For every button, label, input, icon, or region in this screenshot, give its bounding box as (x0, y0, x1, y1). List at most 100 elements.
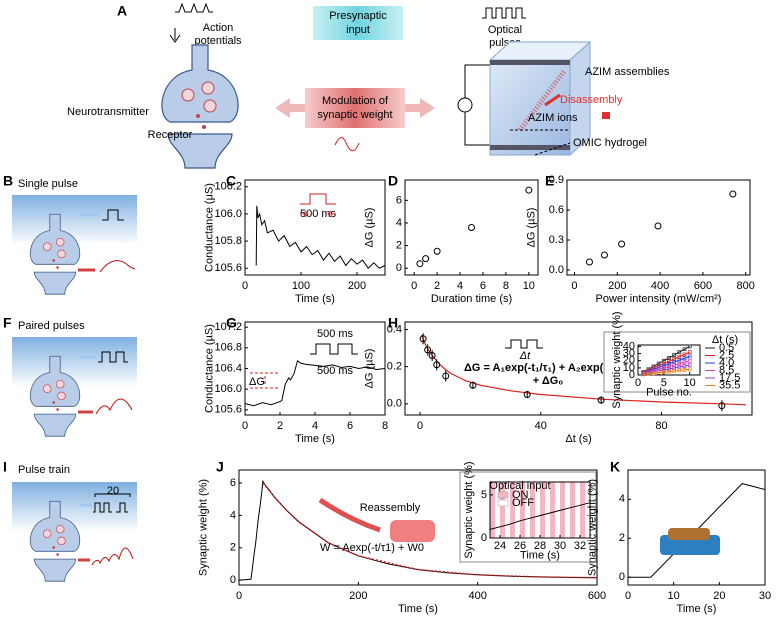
x-tick-label: 600 (694, 280, 712, 292)
y-tick-label: 0 (619, 571, 625, 583)
optical-pulse (540, 482, 545, 538)
signal-curve (334, 137, 360, 152)
data-point (667, 367, 671, 371)
modulation-box (305, 88, 405, 128)
y-tick-label: 0.6 (549, 204, 564, 216)
panel-label: E (545, 173, 554, 189)
y-tick-label: 0.2 (387, 361, 402, 373)
optical-pulse (530, 482, 535, 538)
data-point (667, 369, 671, 374)
data-point (687, 350, 692, 354)
arrow (544, 93, 561, 107)
legend-label: OFF (512, 497, 534, 509)
data-point (672, 369, 677, 373)
data-line (643, 364, 690, 375)
x-tick-label: 4 (457, 280, 463, 292)
y-tick-label: 30 (623, 347, 635, 359)
y-axis-label: ΔG (µS) (364, 208, 376, 248)
label: synaptic weight (317, 109, 392, 121)
optical-pulse (510, 482, 515, 538)
y-tick-label: 0.0 (549, 264, 564, 276)
panel-label: I (3, 459, 7, 475)
x-tick-label: 5 (661, 377, 667, 389)
decoration (390, 520, 435, 542)
data-point (667, 359, 671, 364)
data-point (729, 190, 737, 198)
y-axis-label: ΔG (µS) (526, 208, 538, 248)
data-point (682, 360, 687, 364)
pulse-icon (98, 351, 128, 363)
data-point (687, 367, 692, 372)
x-tick-label: 80 (655, 420, 667, 432)
chart: 0 200 400 600 800 0.0 0.3 0.6 0.9 Power intensity… (526, 174, 755, 305)
y-tick-label: 0.4 (387, 323, 402, 335)
data-point (442, 372, 450, 380)
data-point (687, 344, 692, 349)
y-tick-label: 105.8 (214, 235, 242, 247)
label: Presynaptic (329, 10, 387, 22)
x-tick-label: 40 (535, 420, 547, 432)
label: input (346, 24, 370, 36)
data-point (677, 361, 682, 366)
panel-label: A (117, 3, 127, 19)
legend-title: Δt (s) (712, 334, 738, 346)
y-tick-label: 0 (396, 262, 402, 274)
optical-pulse (520, 482, 525, 538)
y-tick-label: 6 (396, 194, 402, 206)
plot-frame (627, 469, 766, 586)
annotation: Δt (519, 350, 531, 362)
x-tick-label: 2 (277, 420, 283, 432)
data-point (682, 364, 687, 368)
legend-label: 17.5 (719, 372, 740, 384)
data-point (687, 363, 692, 367)
x-tick-label: 24 (494, 540, 506, 552)
plot-frame (404, 179, 539, 276)
pulse-icon (102, 209, 124, 221)
data-point (422, 255, 430, 263)
x-tick-label: 8 (382, 420, 388, 432)
y-tick-label: 0 (629, 369, 635, 381)
annotation: Reassembly (360, 502, 421, 514)
y-tick-label: 20 (623, 355, 635, 367)
annotation: ΔG (249, 376, 265, 388)
label: potentials (194, 35, 242, 47)
x-axis-label: Time (s) (398, 603, 438, 615)
chart: 0 100 200 105.6 105.8 106.0 106.2 Time (s) Condu… (204, 179, 386, 305)
legend-label: ON (512, 489, 529, 501)
data-point (677, 350, 682, 354)
x-tick-label: 10 (668, 590, 680, 602)
x-tick-label: 200 (348, 280, 366, 292)
y-tick-label: 0 (481, 532, 487, 544)
x-tick-label: 2 (434, 280, 440, 292)
data-point (718, 402, 726, 410)
data-line (642, 345, 690, 373)
label: OMIC hydrogel (573, 137, 647, 149)
x-axis-label: Δt (s) (565, 433, 591, 445)
count: 20 (107, 485, 119, 497)
data-point (656, 370, 661, 375)
y-tick-label: 106.0 (214, 383, 242, 395)
x-tick-label: 28 (534, 540, 546, 552)
data-line (643, 355, 690, 374)
x-tick-label: 30 (554, 540, 566, 552)
x-tick-label: 20 (713, 590, 725, 602)
response (91, 547, 134, 566)
panel-label: H (388, 315, 398, 331)
panel-label: D (388, 173, 398, 189)
annotation: 500 ms (317, 328, 354, 340)
data-point (600, 251, 608, 259)
optical-pulse (570, 482, 575, 538)
y-tick-label: 106.4 (214, 362, 242, 374)
data-point (661, 368, 666, 372)
y-tick-label: 106.2 (214, 181, 242, 193)
data-point (661, 361, 666, 366)
y-tick-label: 2 (396, 240, 402, 252)
source (457, 97, 473, 113)
data-point (433, 247, 441, 255)
y-tick-label: 4 (230, 509, 236, 521)
x-tick-label: 400 (651, 280, 669, 292)
y-tick-label: 0 (230, 574, 236, 586)
x-tick-label: 0 (635, 377, 641, 389)
panel-label: B (3, 173, 13, 189)
